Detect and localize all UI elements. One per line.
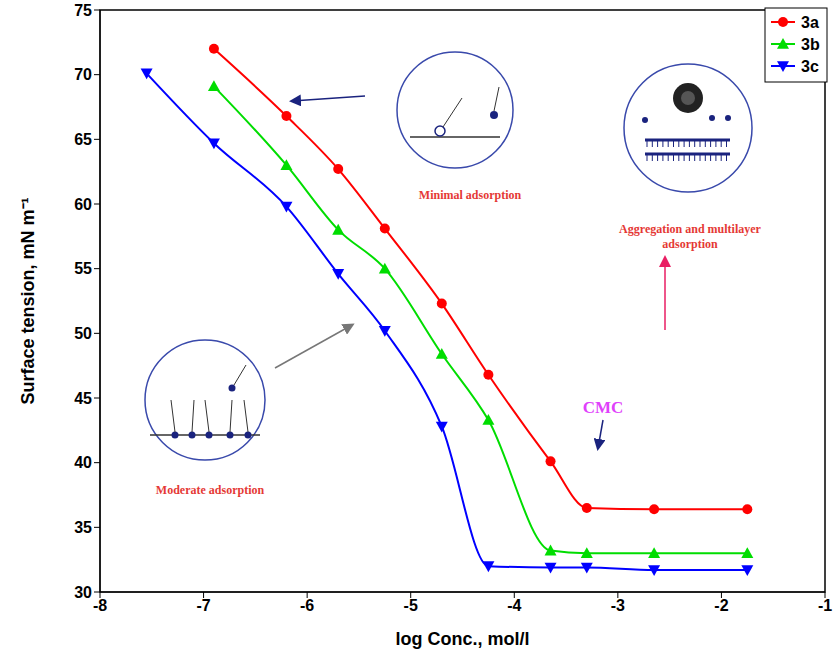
html-text:Minimal adsorption: Minimal adsorption (418, 188, 522, 202)
svg-text:-7: -7 (196, 597, 210, 614)
svg-text:-4: -4 (507, 597, 521, 614)
svg-text:30: 30 (74, 584, 92, 601)
svg-text:60: 60 (74, 196, 92, 213)
svg-text:70: 70 (74, 66, 92, 83)
html-text:Aggregation and multilayer ads: Aggregation and multilayer adsorption (619, 222, 761, 251)
svg-text:-6: -6 (300, 597, 314, 614)
svg-text:-3: -3 (611, 597, 625, 614)
html-text:Moderate adsorption: Moderate adsorption (155, 483, 265, 497)
html-text:CMC: CMC (582, 398, 624, 417)
svg-text:65: 65 (74, 131, 92, 148)
svg-text:3b: 3b (801, 36, 820, 53)
svg-text:50: 50 (74, 325, 92, 342)
svg-text:-2: -2 (714, 597, 728, 614)
svg-text:45: 45 (74, 390, 92, 407)
svg-text:40: 40 (74, 454, 92, 471)
svg-text:3a: 3a (801, 14, 819, 31)
svg-text:3c: 3c (801, 58, 819, 75)
svg-text:35: 35 (74, 519, 92, 536)
svg-text:-5: -5 (404, 597, 418, 614)
svg-text:-1: -1 (818, 597, 832, 614)
svg-text:-8: -8 (93, 597, 107, 614)
svg-text:log Conc., mol/l: log Conc., mol/l (396, 629, 530, 649)
svg-text:75: 75 (74, 2, 92, 19)
svg-text:Surface tension, mN m⁻¹: Surface tension, mN m⁻¹ (18, 197, 38, 404)
svg-text:55: 55 (74, 260, 92, 277)
